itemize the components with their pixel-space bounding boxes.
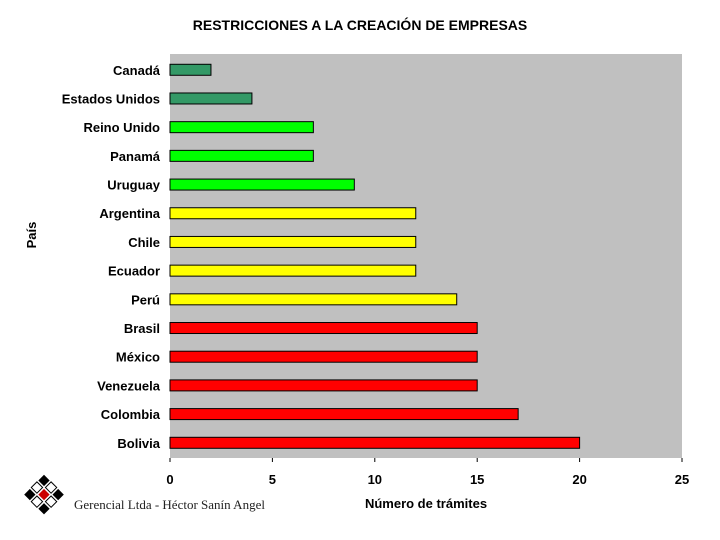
bar-6	[169, 235, 417, 248]
x-tick-label: 0	[166, 472, 173, 487]
category-label: Estados Unidos	[62, 91, 160, 106]
bar-0	[169, 63, 212, 76]
category-label: Bolivia	[117, 436, 160, 451]
x-axis-label: Número de trámites	[364, 496, 488, 511]
footer-credit: Gerencial Ltda - Héctor Sanín Angel	[74, 497, 265, 512]
bar-4	[169, 178, 355, 191]
bar-11	[169, 379, 478, 392]
category-label: Argentina	[99, 206, 160, 221]
category-label: Uruguay	[107, 178, 161, 193]
y-axis-label: País	[24, 221, 39, 249]
x-tick-label: 10	[368, 472, 382, 487]
bar-3	[169, 149, 314, 162]
bar-8	[169, 293, 458, 306]
bar-5	[169, 207, 417, 220]
x-tick-label: 5	[269, 472, 276, 487]
bar-10	[169, 350, 478, 363]
bar-7	[169, 264, 417, 277]
category-label: Ecuador	[108, 264, 160, 279]
category-labels: Canadá Estados Unidos Reino Unido Panamá Uru…	[62, 63, 161, 451]
category-label: Chile	[128, 235, 160, 250]
x-tick-label: 25	[675, 472, 689, 487]
category-label: Venezuela	[97, 378, 161, 393]
x-tick-label: 20	[572, 472, 586, 487]
category-label: Brasil	[124, 321, 160, 336]
x-tick-label: 15	[470, 472, 484, 487]
bar-13	[169, 436, 581, 449]
category-label: Colombia	[101, 407, 161, 422]
bar-9	[169, 322, 478, 335]
company-logo	[24, 474, 64, 515]
bars-group	[169, 63, 581, 449]
bar-2	[169, 121, 314, 134]
category-label: Canadá	[113, 63, 161, 78]
chart-title: RESTRICCIONES A LA CREACIÓN DE EMPRESAS	[192, 17, 528, 33]
category-label: Perú	[131, 292, 160, 307]
bar-12	[169, 408, 519, 421]
bar-1	[169, 92, 253, 105]
category-label: Reino Unido	[83, 120, 160, 135]
plot-area	[170, 54, 682, 458]
category-label: México	[116, 350, 160, 365]
x-ticks: 0 5 10 15 20 25	[166, 458, 689, 487]
category-label: Panamá	[110, 149, 161, 164]
